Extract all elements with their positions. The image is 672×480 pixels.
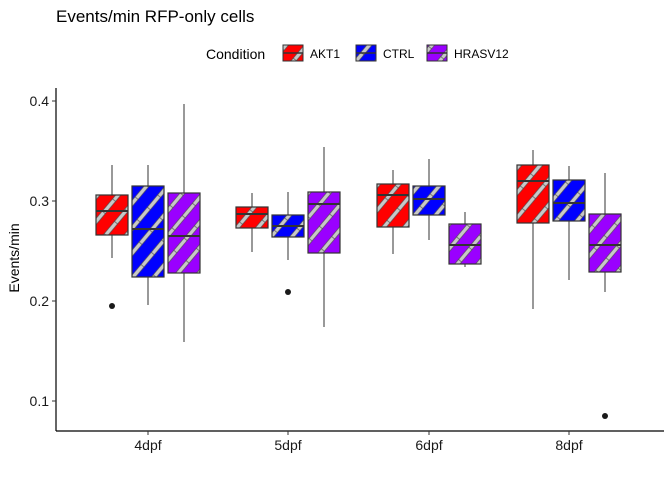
box-outline bbox=[307, 191, 341, 254]
box-ctrl-6dpf bbox=[412, 159, 446, 240]
y-tick-label: 0.2 bbox=[30, 293, 50, 309]
box-hrasv12-4dpf bbox=[167, 104, 201, 342]
legend-title: Condition bbox=[206, 46, 265, 62]
legend-item-ctrl: CTRL bbox=[355, 44, 415, 62]
box-akt1-8dpf bbox=[516, 150, 550, 309]
legend-label: HRASV12 bbox=[454, 47, 509, 61]
box-hrasv12-8dpf bbox=[588, 173, 622, 419]
y-tick-label: 0.1 bbox=[30, 393, 50, 409]
series-ctrl bbox=[131, 159, 586, 305]
box-ctrl-5dpf bbox=[271, 192, 305, 295]
box-stripes bbox=[517, 165, 549, 223]
plot-area bbox=[95, 104, 622, 419]
box-ctrl-4dpf bbox=[131, 165, 165, 305]
legend-label: CTRL bbox=[383, 47, 415, 61]
box-hrasv12-5dpf bbox=[307, 147, 341, 327]
box-outline bbox=[95, 194, 129, 236]
outlier-point bbox=[602, 413, 608, 419]
box-outline bbox=[516, 164, 550, 224]
axes: 0.1 0.2 0.3 0.4 4dpf 5dpf 6dpf 8dpf bbox=[30, 88, 664, 453]
chart-title: Events/min RFP-only cells bbox=[56, 7, 254, 26]
box-akt1-6dpf bbox=[376, 170, 410, 254]
box-stripes bbox=[553, 180, 585, 221]
legend-item-hrasv12: HRASV12 bbox=[426, 44, 509, 62]
box-outline bbox=[167, 192, 201, 274]
box-stripes bbox=[132, 186, 164, 277]
x-tick-label: 6dpf bbox=[415, 437, 442, 453]
box-akt1-5dpf bbox=[235, 193, 269, 252]
outlier-point bbox=[109, 303, 115, 309]
legend-item-akt1: AKT1 bbox=[282, 44, 340, 62]
series-hrasv12 bbox=[167, 104, 622, 419]
box-stripes bbox=[96, 195, 128, 235]
series-akt1 bbox=[95, 150, 550, 309]
box-stripes bbox=[589, 214, 621, 272]
x-tick-label: 4dpf bbox=[134, 437, 161, 453]
box-stripes bbox=[168, 193, 200, 273]
box-akt1-4dpf bbox=[95, 165, 129, 309]
x-tick-label: 8dpf bbox=[555, 437, 582, 453]
box-outline bbox=[235, 206, 269, 229]
box-outline bbox=[376, 183, 410, 228]
y-tick-label: 0.4 bbox=[30, 93, 50, 109]
box-stripes bbox=[236, 207, 268, 228]
y-tick-label: 0.3 bbox=[30, 193, 50, 209]
box-stripes bbox=[413, 186, 445, 215]
legend: Condition AKT1 CTRL HRASV12 bbox=[206, 44, 509, 62]
x-tick-label: 5dpf bbox=[274, 437, 301, 453]
box-hrasv12-6dpf bbox=[448, 212, 482, 267]
y-axis-title: Events/min bbox=[6, 223, 22, 292]
box-stripes bbox=[308, 192, 340, 253]
legend-label: AKT1 bbox=[310, 47, 340, 61]
box-ctrl-8dpf bbox=[552, 166, 586, 280]
outlier-point bbox=[285, 289, 291, 295]
box-outline bbox=[552, 179, 586, 222]
box-stripes bbox=[377, 184, 409, 227]
box-outline bbox=[412, 185, 446, 216]
box-outline bbox=[131, 185, 165, 278]
box-outline bbox=[588, 213, 622, 273]
